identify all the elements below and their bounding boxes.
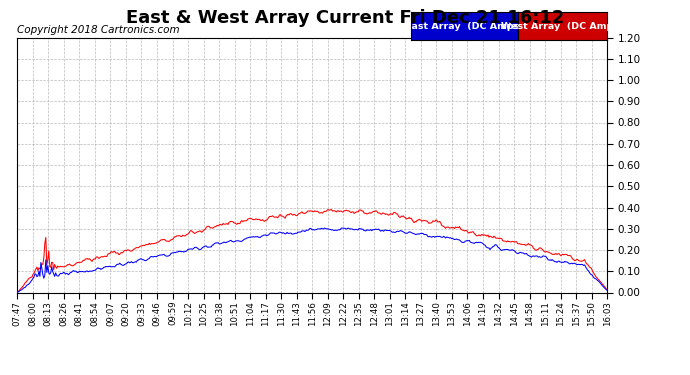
Text: West Array  (DC Amps): West Array (DC Amps) xyxy=(501,21,624,31)
Text: East Array  (DC Amps): East Array (DC Amps) xyxy=(404,21,524,31)
Text: East & West Array Current Fri Dec 21 16:12: East & West Array Current Fri Dec 21 16:… xyxy=(126,9,564,27)
Text: Copyright 2018 Cartronics.com: Copyright 2018 Cartronics.com xyxy=(17,25,180,35)
